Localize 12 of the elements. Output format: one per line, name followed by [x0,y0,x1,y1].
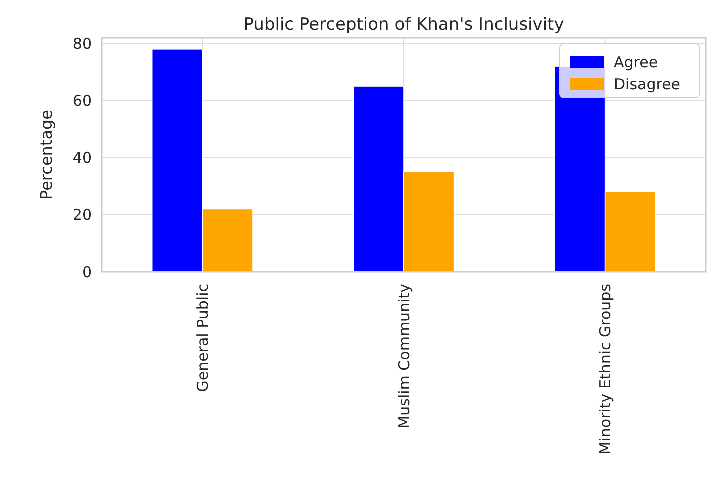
x-tick-label: Minority Ethnic Groups [596,284,615,455]
y-tick-label: 60 [72,92,92,110]
y-tick-label: 40 [72,149,92,168]
y-tick-label: 20 [72,206,92,224]
y-tick-label: 80 [72,34,92,53]
y-axis-title: Percentage [37,110,56,200]
chart-title: Public Perception of Khan's Inclusivity [244,15,564,35]
y-tick-label: 0 [82,263,92,282]
x-tick-label: General Public [194,284,212,392]
x-tick-label: Muslim Community [395,284,414,429]
legend-label: Disagree [614,75,681,94]
legend-label: Agree [614,53,658,72]
